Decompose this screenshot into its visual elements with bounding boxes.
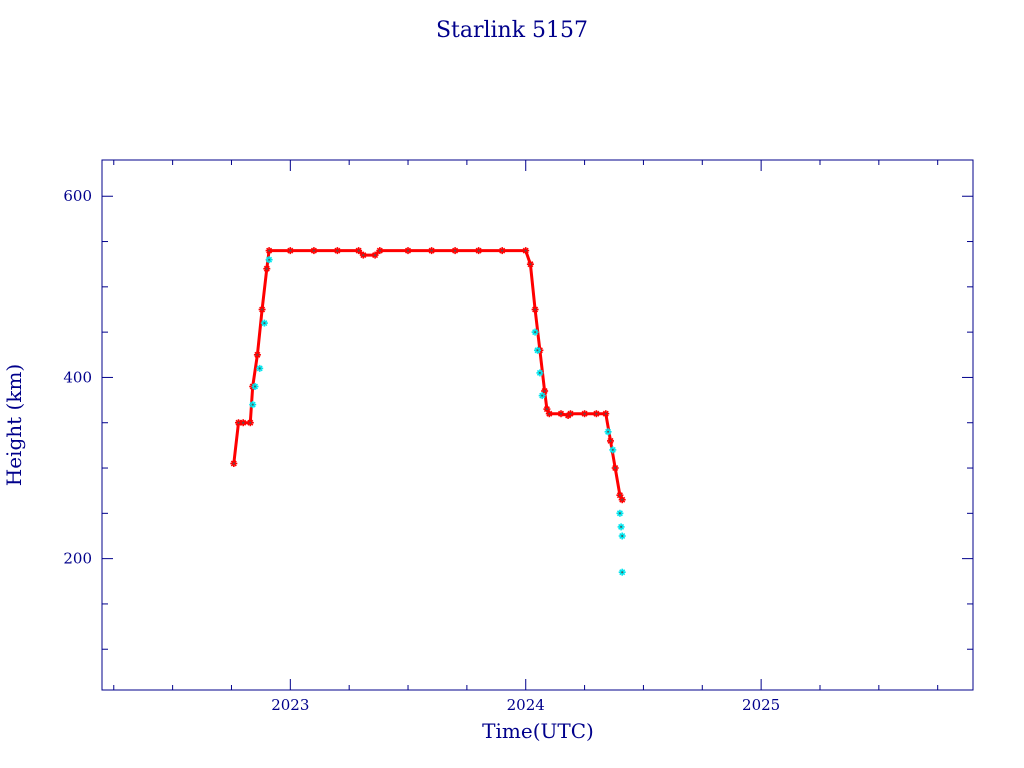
- data-point: [538, 392, 546, 400]
- y-axis-label: Height (km): [2, 364, 26, 486]
- data-point: [265, 247, 273, 255]
- x-axis: 2023 2024 2025: [271, 696, 780, 714]
- data-point: [333, 247, 341, 255]
- y-tick-label: 600: [63, 187, 92, 205]
- data-point: [230, 460, 238, 467]
- x-tick-label: 2025: [742, 696, 780, 714]
- minor-ticks: [102, 160, 973, 690]
- data-point: [498, 247, 506, 255]
- data-point: [359, 251, 367, 259]
- data-point: [258, 306, 266, 313]
- data-point: [376, 247, 384, 255]
- y-tick-label: 200: [63, 550, 92, 568]
- data-point: [567, 410, 574, 418]
- data-point: [611, 464, 619, 472]
- series-1: [249, 256, 626, 576]
- data-point: [249, 401, 257, 409]
- series-layer: [230, 247, 626, 576]
- data-point: [260, 319, 268, 327]
- data-point: [618, 532, 626, 540]
- data-point: [618, 568, 626, 576]
- data-point: [451, 247, 459, 255]
- data-point: [428, 247, 436, 255]
- data-point: [265, 256, 273, 264]
- data-point: [617, 523, 625, 531]
- data-point: [531, 306, 539, 313]
- data-point: [545, 410, 553, 418]
- x-axis-label: Time(UTC): [482, 719, 594, 743]
- data-point: [581, 410, 589, 418]
- data-point: [256, 364, 264, 372]
- data-point: [371, 251, 379, 259]
- data-point: [534, 346, 541, 354]
- data-point: [609, 446, 617, 454]
- series-0: [230, 247, 626, 504]
- data-point: [531, 328, 539, 336]
- data-point: [246, 419, 254, 427]
- data-point: [475, 247, 483, 255]
- data-point: [602, 410, 610, 418]
- data-point: [557, 410, 565, 418]
- series-line: [232, 249, 624, 501]
- data-point: [251, 383, 259, 390]
- plot-area: 2023 2024 2025 200 400 600: [63, 159, 974, 714]
- data-point: [286, 247, 294, 255]
- x-tick-label: 2024: [507, 696, 545, 714]
- plot-frame: [101, 159, 974, 691]
- data-point: [604, 428, 612, 436]
- y-axis: 200 400 600: [63, 187, 92, 567]
- data-point: [263, 265, 271, 273]
- data-point: [607, 437, 614, 445]
- data-point: [618, 496, 626, 504]
- data-point: [355, 247, 363, 255]
- x-tick-label: 2023: [271, 696, 309, 714]
- data-point: [616, 509, 624, 517]
- data-point: [253, 351, 261, 359]
- data-point: [522, 247, 530, 255]
- data-point: [239, 419, 247, 427]
- data-point: [404, 247, 412, 255]
- chart-title: Starlink 5157: [436, 18, 588, 43]
- y-tick-label: 400: [63, 368, 92, 386]
- data-point: [526, 260, 534, 268]
- data-point: [310, 247, 318, 255]
- data-point: [536, 369, 544, 377]
- data-point: [592, 410, 600, 418]
